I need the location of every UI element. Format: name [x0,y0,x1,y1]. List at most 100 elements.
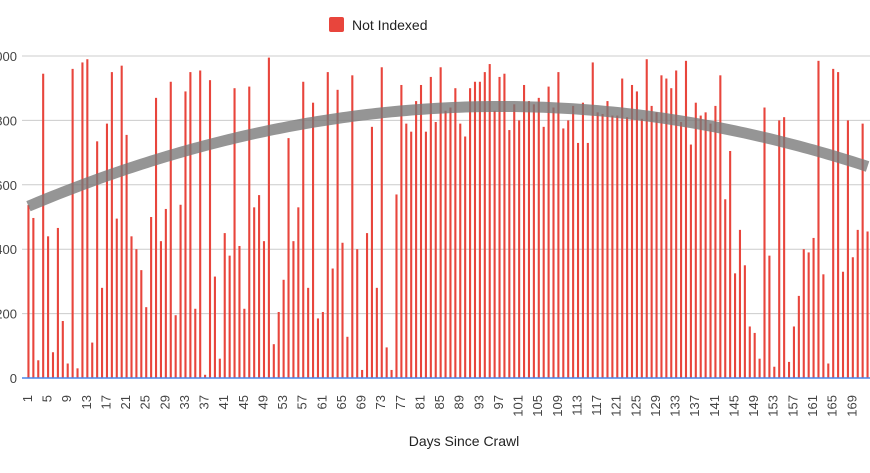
bar [184,91,187,379]
bar [27,205,30,378]
bar [282,279,285,378]
x-tick-label: 101 [511,395,526,417]
bar [478,81,481,378]
bar [199,70,202,379]
bar [125,134,128,378]
bar [709,123,712,379]
bar [213,276,216,378]
bar [238,245,241,378]
bar [591,62,594,378]
bar [449,107,452,379]
x-tick-label: 21 [118,395,133,409]
bar [424,131,427,378]
trendline [26,100,870,212]
bar [51,352,55,378]
bar [640,118,643,378]
x-tick-label: 57 [295,395,310,409]
bar [331,268,334,378]
bar [356,249,359,378]
x-tick-label: 17 [98,395,113,409]
x-tick-label: 33 [177,395,192,409]
bar [248,86,251,378]
bar [429,76,432,379]
x-tick-label: 137 [687,395,702,417]
bar [370,126,373,378]
bar [832,68,835,378]
bar [557,72,560,378]
bar [233,88,236,378]
bar [562,128,565,378]
bar [837,72,840,378]
bar [135,249,138,378]
bar [262,241,266,378]
y-tick-label: 1000 [0,49,17,64]
bar [581,102,584,378]
bar [66,363,69,378]
bar [297,207,300,378]
bar [42,73,45,379]
bar [719,75,722,378]
bar [253,207,256,378]
x-tick-label: 153 [766,395,781,417]
bar [576,142,580,378]
bar [807,252,810,378]
bar [572,105,575,378]
bar [140,270,143,378]
bar [179,204,182,378]
bar [361,369,364,378]
bar [459,123,462,379]
bar [312,102,315,378]
x-tick-label: 133 [668,395,683,417]
x-tick-label: 125 [628,395,643,417]
bar [670,88,673,378]
bar [797,295,800,378]
bar [307,287,310,378]
bar [817,60,820,379]
bar [71,68,74,378]
bar [91,342,94,378]
x-tick-label: 61 [314,395,329,409]
bar [635,91,638,379]
x-tick-label: 25 [138,395,153,409]
bar [395,194,398,378]
bar [846,120,849,379]
bar [150,217,153,378]
bar [189,72,192,378]
x-tick-label: 129 [648,395,663,417]
bar [434,122,437,378]
x-tick-label: 161 [805,395,820,417]
bar [86,59,89,378]
x-tick-label: 141 [707,395,722,417]
bar [748,326,751,378]
x-tick-label: 165 [825,395,840,417]
bar [841,271,845,378]
bar [547,86,550,378]
x-tick-label: 1 [20,395,35,402]
x-tick-label: 121 [609,395,624,417]
bar [503,73,506,379]
bar [704,112,707,378]
bar [827,363,830,378]
bar [645,59,648,378]
bar [101,287,104,378]
bar [159,241,162,378]
bar [527,101,531,378]
y-tick-label: 0 [10,371,17,386]
legend[interactable]: Not Indexed [329,17,428,33]
bar [689,144,692,378]
bar [405,123,408,379]
bar [630,84,634,378]
bar [346,336,349,378]
bar [439,67,442,379]
bar [567,120,570,379]
bar [675,70,678,379]
x-tick-label: 45 [236,395,251,409]
bar [380,67,383,379]
bar [154,97,158,379]
y-tick-label: 800 [0,113,17,128]
bar [552,107,555,379]
legend-swatch [329,17,344,32]
x-tick-label: 157 [785,395,800,417]
bar [292,241,295,378]
